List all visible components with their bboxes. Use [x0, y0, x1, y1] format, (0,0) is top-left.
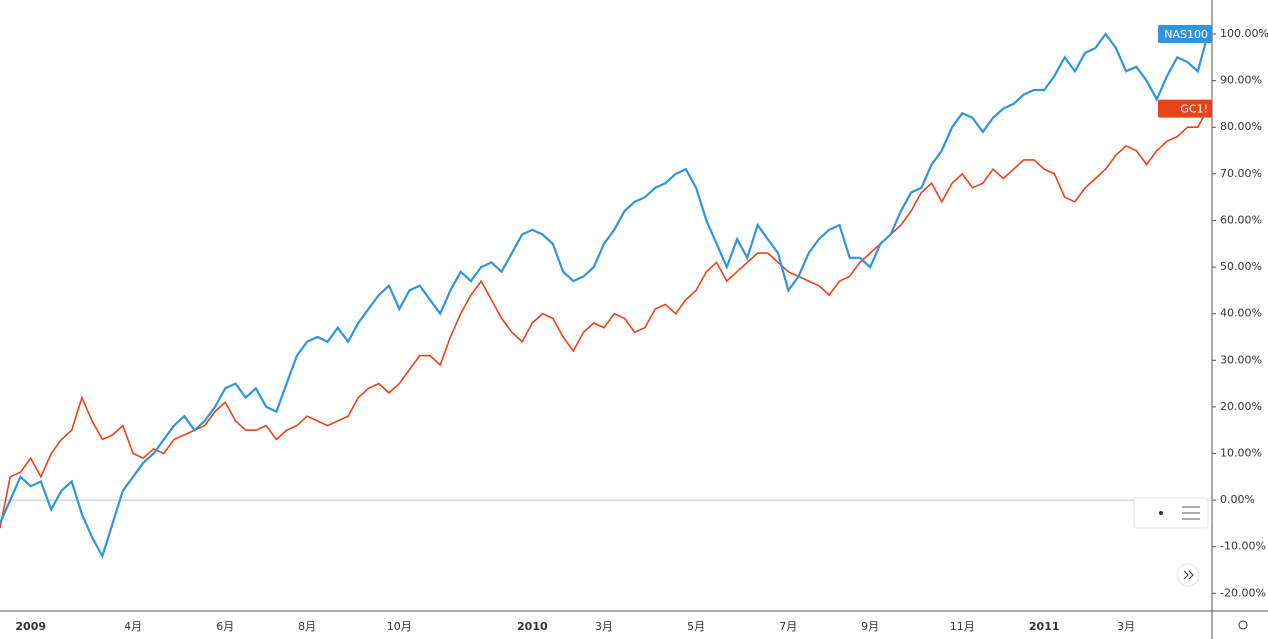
- x-tick-label: 2011: [1029, 620, 1060, 633]
- x-tick-label: 11月: [950, 620, 975, 633]
- scroll-icon: [1183, 570, 1194, 580]
- controls: [1133, 497, 1248, 630]
- series-tag: [1158, 25, 1212, 44]
- x-tick-label: 7月: [779, 620, 797, 633]
- series-tag: [1158, 99, 1212, 118]
- x-tick-label: 9月: [861, 620, 879, 633]
- x-tick-label: 8月: [298, 620, 316, 633]
- legend-widget[interactable]: [1133, 497, 1209, 529]
- y-tick-label: 90.00%: [1220, 74, 1262, 87]
- series-line: [0, 32, 1210, 559]
- x-tick-label: 2009: [15, 620, 46, 633]
- y-tick-label: 40.00%: [1220, 307, 1262, 320]
- x-tick-label: 6月: [216, 620, 234, 633]
- y-tick-label: 80.00%: [1220, 120, 1262, 133]
- y-tick-label: -20.00%: [1220, 586, 1266, 599]
- y-tick-label: 30.00%: [1220, 353, 1262, 366]
- settings-button[interactable]: [1238, 620, 1248, 630]
- x-tick-label: 10月: [387, 620, 412, 633]
- series-line: [0, 108, 1209, 529]
- y-tick-label: 100.00%: [1220, 27, 1268, 40]
- x-tick-label: 4月: [124, 620, 142, 633]
- y-tick-label: 0.00%: [1220, 493, 1255, 506]
- y-tick-label: -10.00%: [1220, 540, 1266, 553]
- y-tick-label: 50.00%: [1220, 260, 1262, 273]
- x-tick-label: 2010: [517, 620, 548, 633]
- y-tick-label: 60.00%: [1220, 213, 1262, 226]
- series-tag-label: NAS100: [1164, 28, 1208, 41]
- y-tick-label: 70.00%: [1220, 167, 1262, 180]
- dot-icon: [1159, 511, 1163, 515]
- x-tick-label: 3月: [1117, 620, 1135, 633]
- series-tag-label: GC1!: [1180, 103, 1208, 116]
- y-tick-label: 20.00%: [1220, 400, 1262, 413]
- x-tick-label: 5月: [687, 620, 705, 633]
- x-tick-label: 3月: [595, 620, 613, 633]
- y-tick-label: 10.00%: [1220, 447, 1262, 460]
